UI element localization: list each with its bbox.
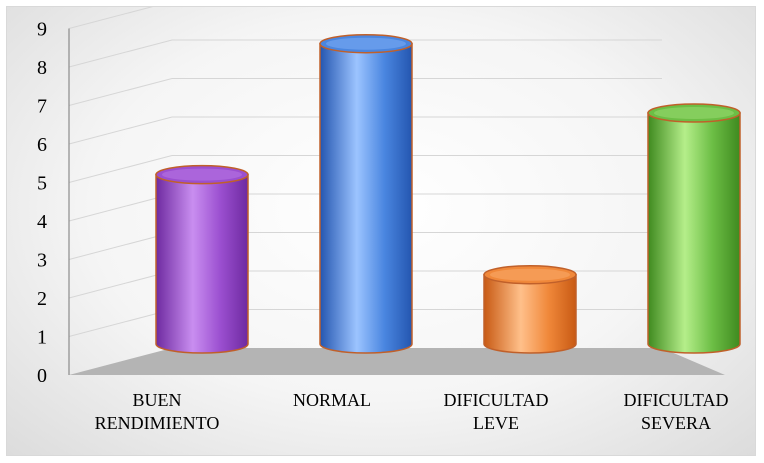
bar-body: [647, 112, 741, 354]
y-tick-label: 8: [37, 57, 47, 79]
gridline: [68, 7, 153, 29]
bar-body: [155, 173, 249, 354]
x-tick-label: BUEN RENDIMIENTO: [95, 390, 220, 433]
gridline: [68, 155, 662, 183]
bar-top-highlight: [326, 37, 406, 50]
bar-top: [319, 33, 413, 54]
gridline: [68, 39, 662, 68]
y-tick-label: 7: [37, 96, 47, 118]
gridline: [68, 116, 662, 145]
gridline: [68, 78, 662, 106]
bar-top: [647, 103, 741, 123]
bar: [483, 264, 577, 354]
bar-body: [483, 273, 577, 354]
bar-top-highlight: [654, 107, 734, 119]
bar-top: [483, 264, 577, 285]
bar-chart: 0 1 2 3 4 5 6 7 8 9 BUEN RENDIMIENTO NORMAL DIFICULTA…: [37, 7, 741, 433]
y-tick-label: 0: [37, 365, 47, 387]
y-tick-label: 6: [37, 134, 47, 156]
y-tick-label: 9: [37, 19, 47, 41]
chart-floor: [69, 348, 725, 375]
bar: [155, 164, 249, 354]
chart-area: 0 1 2 3 4 5 6 7 8 9 BUEN RENDIMIENTO NORMAL DIFICULTA…: [6, 6, 756, 456]
x-tick-label: DIFICULTAD LEVE: [444, 390, 549, 433]
bar-body: [319, 42, 413, 354]
x-tick-label: DIFICULTAD SEVERA: [624, 390, 729, 433]
y-tick-label: 3: [37, 250, 47, 272]
bar: [647, 103, 741, 354]
y-tick-label: 2: [37, 288, 47, 310]
bar-top-highlight: [162, 168, 242, 181]
y-tick-label: 4: [37, 211, 47, 233]
y-tick-label: 5: [37, 173, 47, 195]
y-tick-label: 1: [37, 327, 47, 349]
bar: [319, 33, 413, 354]
x-tick-label: NORMAL: [293, 390, 371, 410]
bar-top-highlight: [490, 268, 570, 281]
bar-top: [155, 164, 249, 185]
